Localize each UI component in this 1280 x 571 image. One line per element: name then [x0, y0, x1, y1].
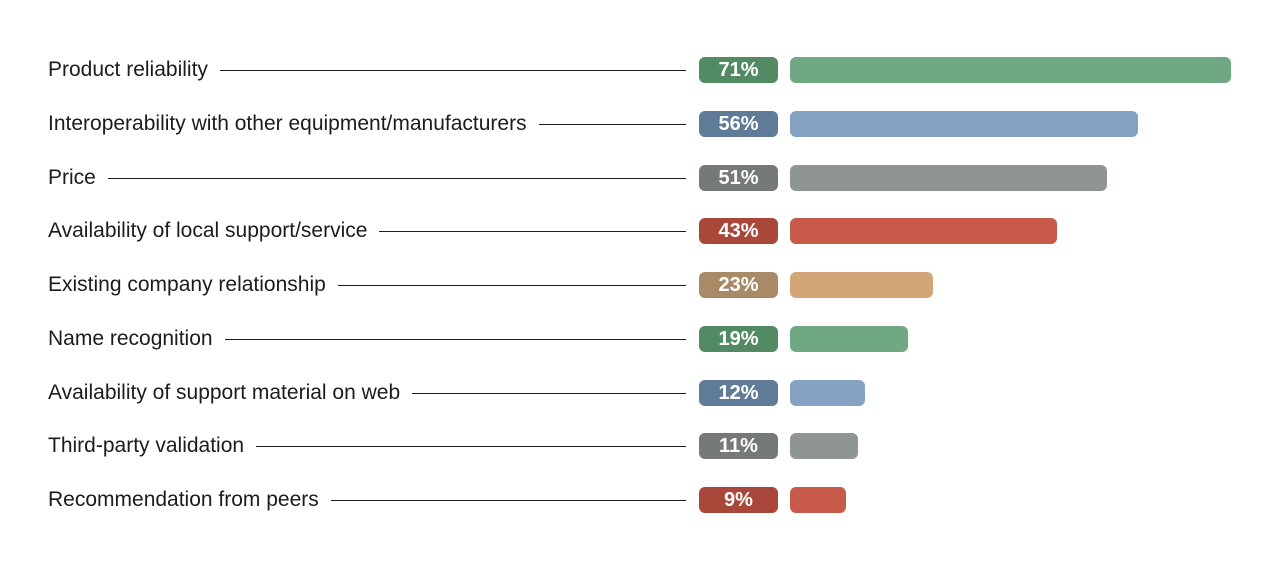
chart-row: Name recognition 19%	[0, 325, 1280, 353]
category-label: Price	[48, 164, 108, 192]
bar	[790, 165, 1107, 191]
category-label: Availability of local support/service	[48, 217, 380, 245]
category-label: Availability of support material on web	[48, 379, 413, 407]
leader-line	[48, 446, 686, 447]
value-label: 23%	[699, 272, 778, 298]
chart-row: Third-party validation 11%	[0, 432, 1280, 460]
category-label: Existing company relationship	[48, 271, 338, 299]
value-label: 9%	[699, 487, 778, 513]
value-label: 51%	[699, 165, 778, 191]
chart-row: Recommendation from peers 9%	[0, 486, 1280, 514]
bar	[790, 380, 865, 406]
leader-line	[48, 285, 686, 286]
value-label: 12%	[699, 380, 778, 406]
chart-row: Interoperability with other equipment/ma…	[0, 110, 1280, 138]
bar	[790, 433, 858, 459]
category-label: Interoperability with other equipment/ma…	[48, 110, 539, 138]
bar	[790, 111, 1138, 137]
value-label: 71%	[699, 57, 778, 83]
value-label: 43%	[699, 218, 778, 244]
bar	[790, 326, 908, 352]
value-label: 56%	[699, 111, 778, 137]
value-label: 19%	[699, 326, 778, 352]
category-label: Third-party validation	[48, 432, 257, 460]
chart-row: Existing company relationship 23%	[0, 271, 1280, 299]
bar	[790, 218, 1057, 244]
value-label: 11%	[699, 433, 778, 459]
category-label: Name recognition	[48, 325, 225, 353]
leader-line	[48, 70, 686, 71]
category-label: Recommendation from peers	[48, 486, 331, 514]
chart-row: Product reliability 71%	[0, 56, 1280, 84]
chart-row: Availability of support material on web 1…	[0, 379, 1280, 407]
bar	[790, 487, 846, 513]
leader-line	[48, 339, 686, 340]
chart-row: Availability of local support/service 43%	[0, 217, 1280, 245]
chart-row: Price 51%	[0, 164, 1280, 192]
leader-line	[48, 178, 686, 179]
bar	[790, 57, 1231, 83]
category-label: Product reliability	[48, 56, 220, 84]
bar	[790, 272, 933, 298]
leader-line	[48, 500, 686, 501]
